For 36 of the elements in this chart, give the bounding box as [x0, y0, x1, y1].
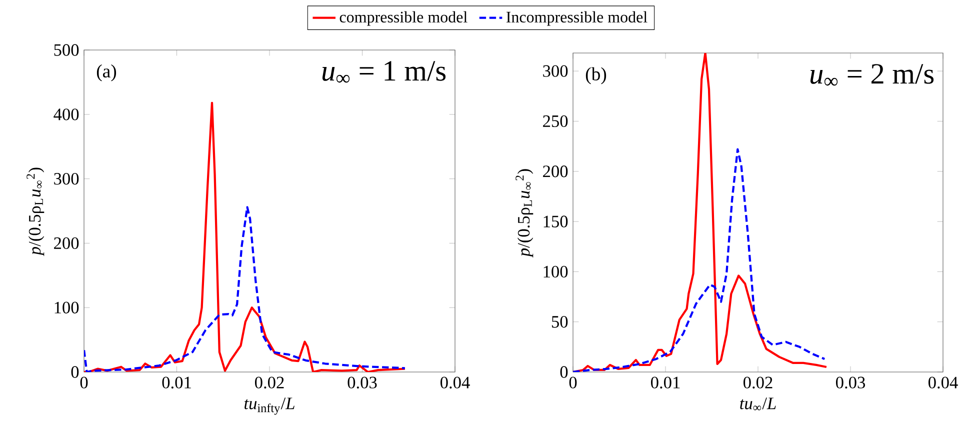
annotation: u$_{∞}$ = 1 m/s — [322, 61, 446, 83]
line-series — [573, 148, 826, 372]
x-tick-label: 0.01 — [162, 376, 191, 388]
y-tick-label: 500 — [54, 44, 79, 56]
y-tick-label: 0 — [71, 366, 79, 378]
x-tick-label: 0.04 — [440, 376, 470, 388]
y-tick-label: 250 — [543, 115, 568, 128]
y-tick-label: 200 — [543, 166, 568, 178]
y-axis-title: p/(0.5ρ$_{L}$u$_{∞}$$^{2}$) — [516, 169, 534, 258]
x-tick-label: 0.04 — [928, 376, 958, 388]
x-axis-title: tu$_{infty}$/L — [244, 398, 294, 415]
annotation: (a) — [96, 64, 116, 82]
line-series — [84, 102, 406, 372]
y-tick-label: 0 — [560, 366, 568, 378]
legend-label: compressible model — [340, 11, 468, 26]
y-tick-label: 300 — [543, 65, 568, 77]
x-tick-label: 0 — [80, 376, 88, 388]
x-tick-label: 0.03 — [348, 376, 377, 388]
y-tick-label: 400 — [54, 108, 79, 120]
x-tick-label: 0.02 — [255, 376, 284, 388]
line-series — [84, 206, 406, 372]
x-tick-label: 0.02 — [744, 376, 772, 388]
y-tick-label: 300 — [54, 172, 79, 185]
legend-label: Incompressible model — [506, 11, 648, 26]
y-tick-label: 100 — [544, 266, 568, 278]
x-tick-label: 0.03 — [836, 376, 865, 388]
x-tick-label: 0.01 — [651, 376, 680, 388]
y-tick-label: 100 — [54, 302, 79, 314]
y-tick-label: 200 — [54, 237, 79, 250]
y-axis-title: p/(0.5ρ$_{L}$u$_{∞}$$^{2}$) — [26, 168, 44, 256]
annotation: (b) — [586, 67, 606, 84]
annotation: u$_{∞}$ = 2 m/s — [810, 64, 934, 86]
y-tick-label: 50 — [552, 316, 568, 328]
x-axis-title: tu$_{∞}$/L — [740, 398, 776, 410]
x-tick-label: 0 — [569, 376, 577, 388]
y-tick-label: 150 — [544, 216, 568, 228]
